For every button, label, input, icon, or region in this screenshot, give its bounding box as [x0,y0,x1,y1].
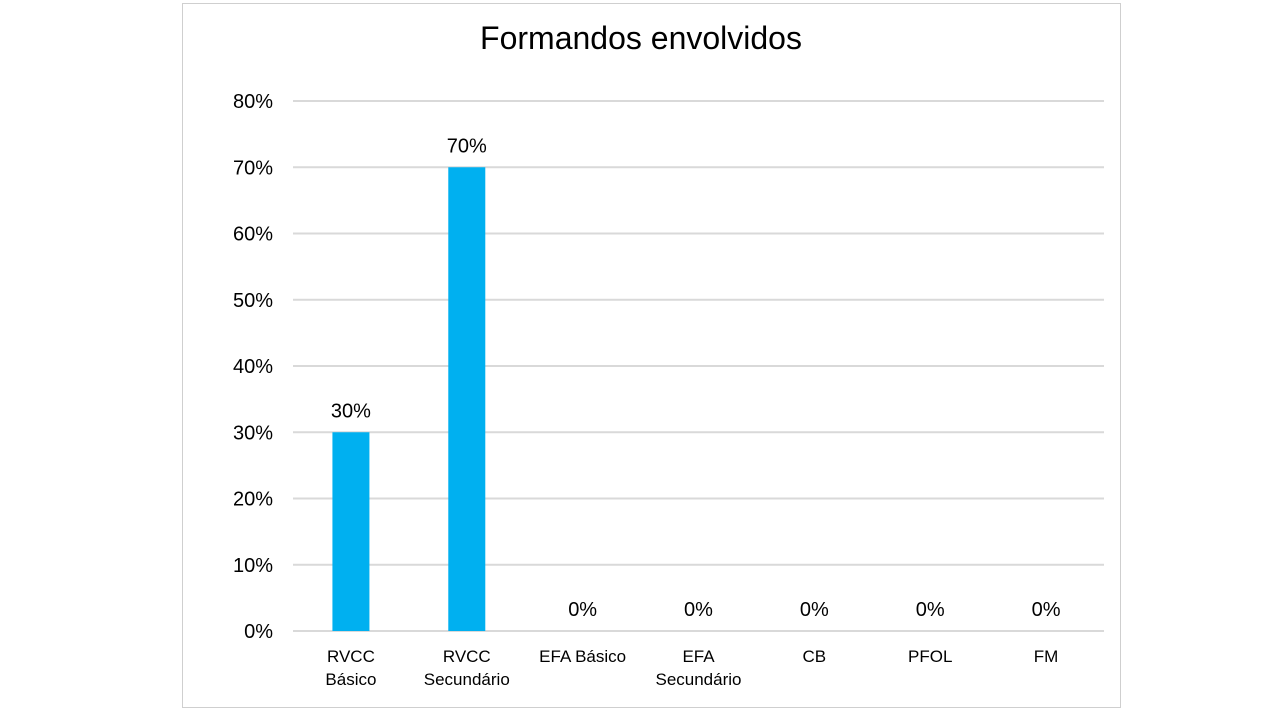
data-labels: 30% 70% 0% 0% 0% 0% 0% [331,135,1061,621]
y-tick-label: 60% [233,224,273,246]
y-tick-label: 70% [233,157,273,179]
x-category-label: RVCC Básico [325,647,376,689]
y-tick-label: 40% [233,356,273,378]
x-category-label: EFA Secundário [655,647,741,689]
x-category-label: EFA Básico [539,647,626,666]
x-axis-categories: RVCC Básico RVCC Secundário EFA Básico EFA Sec… [325,647,1058,689]
data-label: 0% [916,599,945,621]
bar [448,167,486,631]
y-tick-label: 0% [244,621,273,643]
data-label: 0% [1032,599,1061,621]
y-tick-label: 50% [233,290,273,312]
y-tick-label: 30% [233,422,273,444]
gridlines [293,100,1104,632]
y-tick-label: 10% [233,555,273,577]
x-category-label: PFOL [908,647,952,666]
x-category-label: CB [803,647,827,666]
data-label: 70% [447,135,487,157]
data-label: 0% [800,599,829,621]
data-label: 0% [684,599,713,621]
x-category-label: RVCC Secundário [424,647,510,689]
data-label: 0% [568,599,597,621]
y-axis-ticks: 0% 10% 20% 30% 40% 50% 60% 70% 80% [233,91,273,643]
bar [332,432,370,631]
x-category-label: FM [1034,647,1059,666]
y-tick-label: 20% [233,489,273,511]
data-label: 30% [331,400,371,422]
bars [332,167,486,631]
chart-title: Formandos envolvidos [480,20,802,56]
y-tick-label: 80% [233,91,273,113]
